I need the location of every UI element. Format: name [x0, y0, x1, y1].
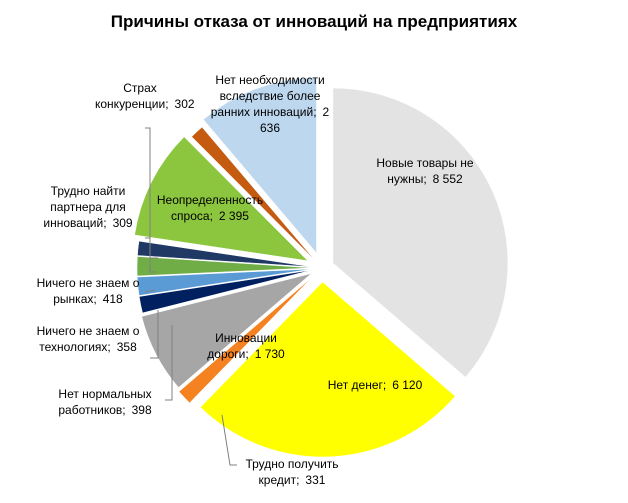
slice-category: Ничего не знаем о рынках; [36, 276, 140, 306]
slice-value: 8 552 [432, 172, 463, 186]
data-label: Новые товары не нужны; 8 552 [363, 155, 488, 187]
data-label: Ничего не знаем о рынках; 418 [28, 275, 148, 307]
data-label: Страх конкуренции; 302 [95, 80, 195, 112]
data-label: Нет необходимости вследствие более ранни… [210, 72, 330, 136]
leader-line [165, 325, 173, 401]
slice-value: 6 120 [392, 378, 423, 392]
slice-category: Нет нормальных работников; [58, 387, 152, 417]
slice-category: Ничего не знаем о технологиях; [36, 324, 140, 354]
slice-value: 1 730 [254, 347, 285, 361]
slice-category: Новые товары не нужны; [376, 156, 474, 186]
leader-line [145, 237, 156, 273]
slice-category: Трудно получить кредит; [245, 457, 339, 487]
slice-value: 302 [174, 97, 195, 111]
slice-value: 418 [102, 292, 123, 306]
pie-slice [191, 126, 316, 261]
pie-slice [138, 269, 313, 314]
slice-value: 2 636 [259, 105, 330, 135]
slice-value: 331 [305, 473, 326, 487]
data-label: Ничего не знаем о технологиях; 358 [23, 323, 153, 355]
slice-value: 2 395 [218, 209, 249, 223]
data-label: Нет денег; 6 120 [295, 377, 455, 393]
slice-category: Трудно найти партнера для инноваций; [43, 184, 126, 230]
pie-slice [137, 240, 313, 268]
leader-line [150, 310, 159, 359]
data-label: Неопределенность спроса; 2 395 [155, 192, 265, 224]
pie-slice [202, 77, 317, 254]
pie-slice [141, 273, 312, 388]
pie-slice [332, 87, 509, 378]
leader-line [221, 414, 237, 466]
data-label: Нет нормальных работников; 398 [45, 386, 165, 418]
data-label: Трудно найти партнера для инноваций; 309 [31, 183, 146, 231]
slice-category: Страх конкуренции; [95, 81, 169, 111]
leader-line [144, 289, 156, 293]
leader-line [145, 127, 158, 259]
slice-category: Нет необходимости вследствие более ранни… [210, 73, 325, 119]
pie-slice [178, 277, 312, 404]
pie-slice [200, 281, 456, 458]
slice-category: Инновации дороги; [207, 331, 277, 361]
slice-category: Нет денег; [327, 378, 387, 392]
slice-value: 398 [131, 403, 152, 417]
data-label: Инновации дороги; 1 730 [204, 330, 289, 362]
slice-value: 358 [116, 340, 137, 354]
slice-category: Неопределенность спроса; [156, 193, 264, 223]
slice-value: 309 [112, 216, 133, 230]
pie-slice [136, 256, 313, 277]
data-label: Трудно получить кредит; 331 [237, 456, 347, 488]
pie-slice [136, 268, 313, 296]
chart-title: Причины отказа от инноваций на предприят… [110, 12, 518, 31]
pie-slice [134, 136, 309, 262]
